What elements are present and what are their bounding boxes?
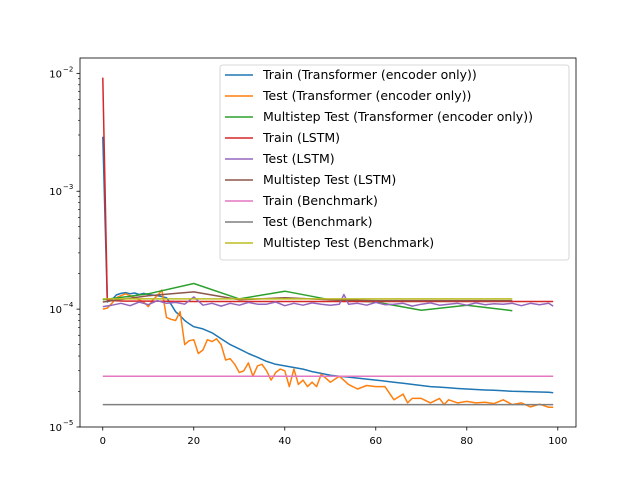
legend: Train (Transformer (encoder only)) Test (…	[219, 64, 570, 261]
series-layer	[102, 77, 554, 409]
series-line-4	[102, 293, 554, 308]
x-tick-label: 80	[460, 436, 473, 447]
y-tick-exponent: −4	[63, 301, 74, 309]
x-tick-label: 40	[278, 436, 291, 447]
y-tick-exponent: −5	[63, 419, 73, 427]
x-tick-label: 100	[548, 436, 567, 447]
legend-label-1: Test (Transformer (encoder only))	[262, 88, 471, 103]
y-tick-exponent: −2	[63, 65, 73, 73]
legend-label-4: Test (LSTM)	[262, 151, 335, 166]
legend-label-5: Multistep Test (LSTM)	[263, 172, 396, 187]
legend-label-3: Train (LSTM)	[262, 130, 340, 145]
y-tick-label: 10	[49, 69, 62, 80]
series-line-2	[102, 282, 513, 312]
legend-label-7: Test (Benchmark)	[262, 214, 373, 229]
y-tick-label: 10	[49, 187, 62, 198]
x-tick-label: 60	[369, 436, 382, 447]
legend-label-0: Train (Transformer (encoder only))	[262, 67, 477, 82]
x-tick-label: 0	[100, 436, 106, 447]
plot-frame	[79, 57, 577, 428]
y-tick-label: 10	[49, 423, 62, 434]
legend-box	[219, 64, 570, 261]
y-tick-label: 10	[49, 305, 62, 316]
x-axis: 0 20 40 60 80 100	[100, 427, 567, 447]
legend-label-2: Multistep Test (Transformer (encoder onl…	[263, 109, 533, 124]
legend-label-6: Train (Benchmark)	[262, 193, 378, 208]
y-axis: 10−510−410−310−2	[49, 65, 80, 434]
x-tick-label: 20	[187, 436, 200, 447]
legend-label-8: Multistep Test (Benchmark)	[263, 235, 434, 250]
y-tick-exponent: −3	[63, 183, 73, 191]
